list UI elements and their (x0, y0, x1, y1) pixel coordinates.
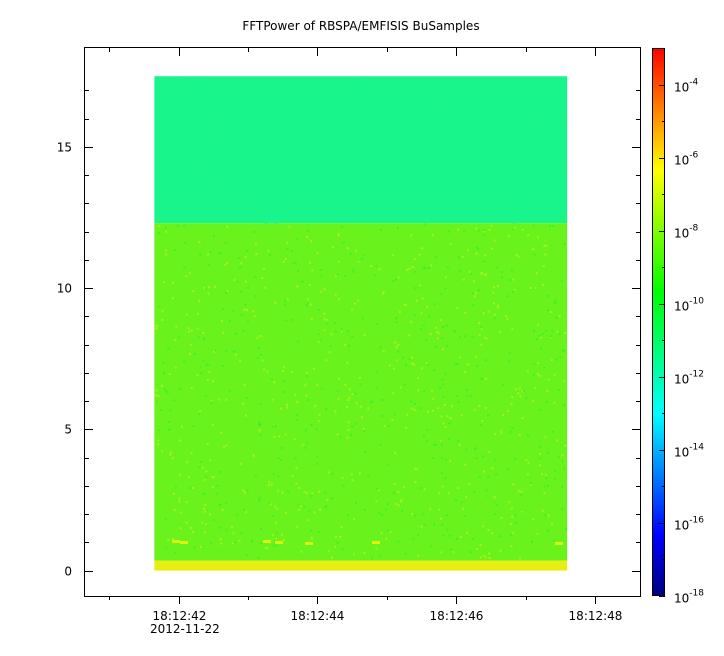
x-axis: 18:12:42 18:12:44 18:12:46 18:12:48 (109, 48, 623, 623)
chart-title: FFTPower of RBSPA/EMFISIS BuSamples (242, 19, 479, 33)
y-tick-label: 10 (57, 282, 72, 296)
colorbar-tick-label: 10-8 (674, 224, 699, 241)
colorbar-tick-label: 10-12 (674, 370, 704, 387)
colorbar-frame (652, 48, 665, 596)
x-tick-label: 18:12:46 (430, 609, 484, 623)
y-axis: 0 5 10 15 (57, 90, 640, 579)
colorbar-tick-label: 10-10 (674, 297, 704, 314)
colorbar: 10-4 10-6 10-8 10-10 10-12 10-14 10-16 10-18 (652, 48, 704, 606)
heatmap-band (154, 560, 568, 571)
y-tick-label: 15 (57, 141, 72, 155)
y-tick-label: 0 (64, 565, 72, 579)
colorbar-tick-label: 10-14 (674, 443, 704, 460)
plot-frame (84, 47, 641, 597)
x-tick-label: 18:12:42 (153, 609, 207, 623)
y-tick-label: 5 (64, 423, 72, 437)
colorbar-gradient (652, 48, 665, 596)
colorbar-tick-label: 10-6 (674, 151, 699, 168)
plot-area (154, 76, 568, 571)
colorbar-tick-label: 10-16 (674, 516, 704, 533)
heatmap-band (154, 223, 568, 561)
colorbar-tick-label: 10-18 (674, 589, 704, 606)
heatmap-band (154, 76, 568, 224)
colorbar-tick-label: 10-4 (674, 78, 699, 95)
x-date-label: 2012-11-22 (150, 622, 220, 636)
x-tick-label: 18:12:48 (569, 609, 623, 623)
x-tick-label: 18:12:44 (291, 609, 345, 623)
heatmap-texture (154, 76, 567, 560)
